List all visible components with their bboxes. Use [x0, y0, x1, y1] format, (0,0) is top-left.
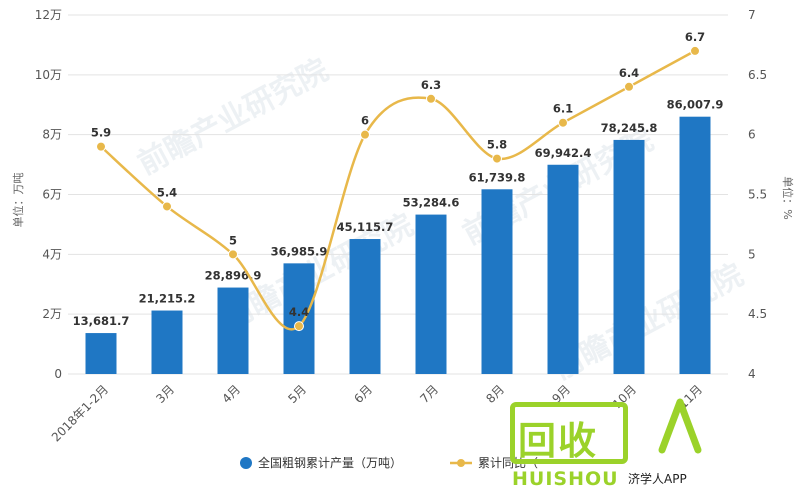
- bar-value-label: 86,007.9: [667, 98, 724, 112]
- line-value-label: 5.4: [157, 185, 177, 199]
- right-tick-label: 6: [748, 128, 756, 142]
- left-tick-label: 4万: [42, 247, 62, 261]
- bar-value-label: 45,115.7: [337, 220, 394, 234]
- bar: [151, 310, 183, 374]
- x-tick-label: 4月: [219, 382, 243, 406]
- line-value-label: 4.4: [289, 305, 309, 319]
- x-tick-label: 3月: [153, 382, 177, 406]
- logo-app-text: 济学人APP: [628, 472, 687, 486]
- line-point: [228, 249, 238, 260]
- left-axis-title: 单位：万吨: [11, 173, 25, 228]
- bar: [349, 239, 381, 374]
- bar-series: [85, 116, 711, 375]
- bar: [283, 263, 315, 374]
- bar-value-label: 36,985.9: [271, 244, 328, 258]
- right-tick-label: 6.5: [748, 68, 767, 82]
- bar-value-label: 13,681.7: [73, 314, 130, 328]
- watermark-text: 前瞻产业研究院: [132, 53, 334, 182]
- bar: [85, 333, 117, 374]
- line-point: [558, 117, 568, 128]
- line-point: [426, 93, 436, 104]
- line-value-label: 6.7: [685, 30, 705, 44]
- logo-box: [510, 402, 628, 464]
- line-value-label: 6.4: [619, 66, 639, 80]
- line-value-label: 5: [229, 233, 237, 247]
- bar-value-label: 61,739.8: [469, 170, 526, 184]
- left-tick-label: 2万: [42, 307, 62, 321]
- line-point: [492, 153, 502, 164]
- line-point: [162, 201, 172, 212]
- left-axis-ticks: 0 2万 4万 6万 8万 10万 12万: [35, 8, 62, 381]
- line-point: [96, 141, 106, 152]
- x-tick-label: 8月: [483, 382, 507, 406]
- bar: [679, 116, 711, 375]
- right-tick-label: 4.5: [748, 307, 767, 321]
- line-point: [360, 129, 370, 140]
- line-value-label: 6.3: [421, 78, 441, 92]
- left-tick-label: 10万: [35, 68, 62, 82]
- bar: [415, 214, 447, 374]
- line-value-labels: 5.9 5.4 5 4.4 6 6.3 5.8 6.1 6.4 6.7: [91, 30, 705, 319]
- logo-main-text: 回收: [518, 419, 599, 463]
- line-value-label: 5.9: [91, 126, 111, 140]
- line-value-label: 6: [361, 114, 369, 128]
- line-point: [294, 321, 304, 332]
- bar-value-labels: 13,681.721,215.228,896.936,985.945,115.7…: [73, 98, 724, 328]
- axis-titles: 单位：万吨 单位：%: [11, 173, 795, 228]
- line-value-label: 6.1: [553, 102, 573, 116]
- bar-value-label: 78,245.8: [601, 121, 658, 135]
- right-axis-ticks: 4 4.5 5 5.5 6 6.5 7: [748, 8, 767, 381]
- x-tick-label: 2018年1-2月: [49, 382, 111, 444]
- line-point: [624, 81, 634, 92]
- legend-bar-label: 全国粗钢累计产量（万吨）: [258, 455, 402, 470]
- right-tick-label: 5.5: [748, 188, 767, 202]
- bar-value-label: 53,284.6: [403, 196, 460, 210]
- right-axis-title: 单位：%: [781, 176, 795, 219]
- left-tick-label: 8万: [42, 128, 62, 142]
- bar-value-label: 21,215.2: [139, 292, 196, 306]
- left-tick-label: 0: [54, 367, 62, 381]
- x-tick-label: 7月: [417, 382, 441, 406]
- legend-line-marker: [457, 459, 465, 467]
- line-point: [690, 45, 700, 56]
- bar: [217, 287, 249, 374]
- bar: [613, 139, 645, 374]
- legend: 全国粗钢累计产量（万吨） 累计同比（: [240, 455, 538, 470]
- logo-english-text: HUISHOU: [512, 468, 619, 490]
- bar-value-label: 69,942.4: [535, 146, 592, 160]
- right-tick-label: 7: [748, 8, 756, 22]
- legend-bar-swatch: [240, 457, 252, 469]
- line-value-label: 5.8: [487, 138, 507, 152]
- right-tick-label: 4: [748, 367, 756, 381]
- bar: [547, 164, 579, 374]
- x-tick-label: 5月: [285, 382, 309, 406]
- right-tick-label: 5: [748, 247, 756, 261]
- x-tick-label: 6月: [351, 382, 375, 406]
- line-series: [96, 45, 700, 332]
- brand-logo: 回收 HUISHOU 济学人APP: [510, 394, 780, 494]
- left-tick-label: 12万: [35, 8, 62, 22]
- series-line: [100, 49, 696, 331]
- bar: [481, 189, 513, 374]
- person-icon: [658, 398, 702, 454]
- left-tick-label: 6万: [42, 188, 62, 202]
